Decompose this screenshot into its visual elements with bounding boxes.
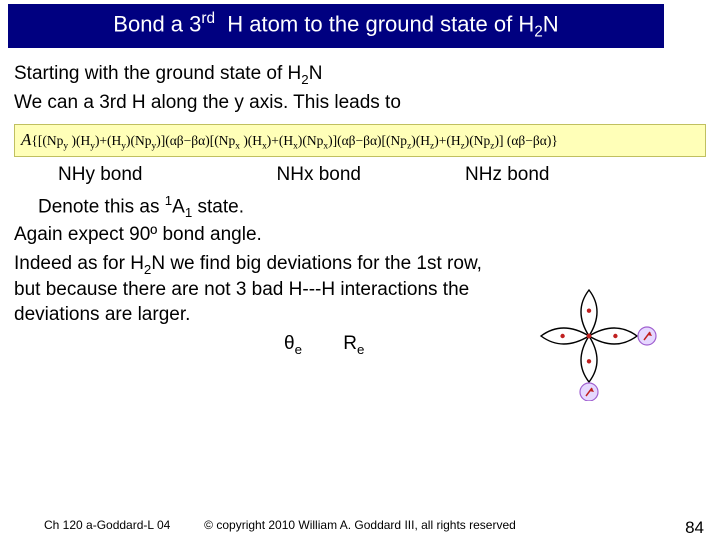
para-indeed: Indeed as for H2N we find big deviations… [14,252,504,327]
orbital-diagram [504,271,674,401]
line-2: We can a 3rd H along the y axis. This le… [14,89,706,118]
footer-center: © copyright 2010 William A. Goddard III,… [0,518,720,532]
wavefunction-formula: A{[(Npy )(Hy)+(Hy)(Npy)](αβ−βα)[(Npx )(H… [14,124,706,157]
para-again: Again expect 90º bond angle. [14,223,504,248]
denote-line: Denote this as 1A1 state. [38,191,706,223]
theta-re-row: θe Re [284,332,504,358]
bond-label-nhz: NHz bond [465,161,550,190]
slide-title: Bond a 3rd H atom to the ground state of… [8,4,664,48]
page-number: 84 [685,518,704,538]
slide-footer: Ch 120 a-Goddard-L 04 © copyright 2010 W… [0,518,720,532]
bond-labels: NHy bond NHx bond NHz bond [14,161,706,190]
line-1: Starting with the ground state of H2N [14,60,706,90]
bond-label-nhx: NHx bond [277,161,362,190]
bond-label-nhy: NHy bond [58,161,143,190]
